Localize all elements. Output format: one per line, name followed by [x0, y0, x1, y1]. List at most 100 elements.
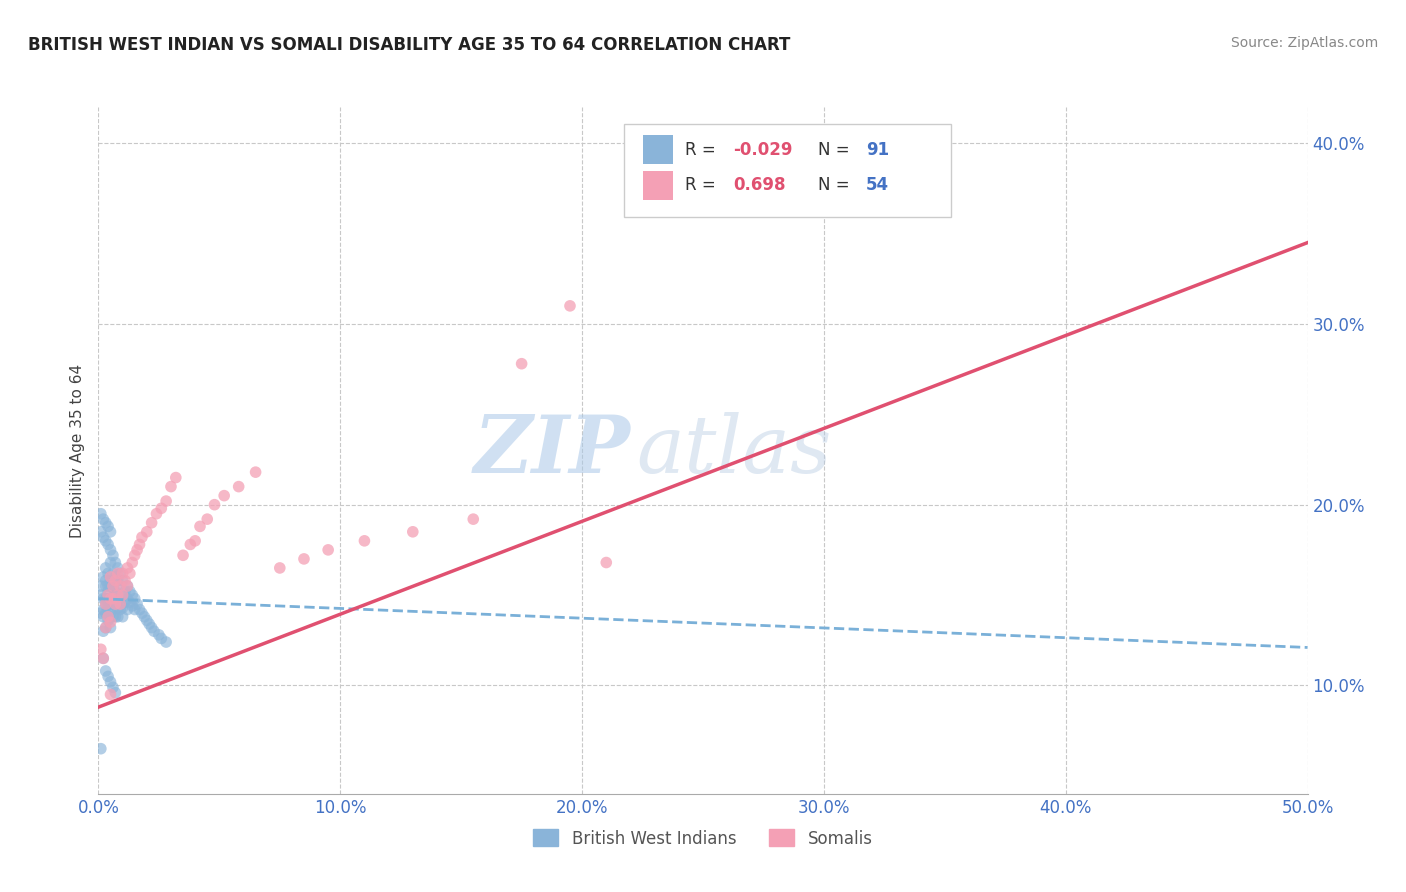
- Point: [124, 549, 146, 563]
- Point: [91, 624, 114, 639]
- Point: [97, 609, 120, 624]
- Point: [94, 621, 117, 635]
- Point: [91, 602, 114, 616]
- Point: [101, 579, 124, 593]
- Point: [94, 597, 117, 611]
- Point: [165, 470, 187, 484]
- Point: [100, 542, 122, 557]
- Point: [107, 588, 129, 602]
- Point: [134, 609, 156, 624]
- Point: [94, 516, 117, 530]
- Point: [558, 299, 581, 313]
- Point: [101, 549, 124, 563]
- Point: [97, 537, 120, 551]
- Point: [184, 533, 207, 548]
- Point: [91, 651, 114, 665]
- Point: [141, 621, 163, 635]
- Point: [108, 591, 131, 606]
- Point: [94, 533, 117, 548]
- Text: -0.029: -0.029: [734, 141, 793, 159]
- Point: [97, 584, 120, 599]
- Point: [100, 606, 122, 620]
- Point: [100, 556, 122, 570]
- Point: [128, 537, 150, 551]
- Point: [121, 556, 143, 570]
- Point: [94, 579, 117, 593]
- Point: [463, 512, 485, 526]
- Point: [353, 533, 375, 548]
- Point: [111, 588, 134, 602]
- Point: [104, 570, 127, 584]
- Text: BRITISH WEST INDIAN VS SOMALI DISABILITY AGE 35 TO 64 CORRELATION CHART: BRITISH WEST INDIAN VS SOMALI DISABILITY…: [28, 36, 790, 54]
- Point: [195, 512, 218, 526]
- Point: [94, 621, 117, 635]
- Point: [292, 552, 315, 566]
- Point: [100, 591, 122, 606]
- Point: [107, 566, 129, 581]
- Point: [100, 574, 122, 588]
- Point: [124, 602, 146, 616]
- Point: [172, 549, 194, 563]
- Point: [188, 519, 211, 533]
- Point: [100, 570, 122, 584]
- Text: atlas: atlas: [637, 412, 832, 489]
- Point: [100, 524, 122, 539]
- Point: [245, 465, 267, 479]
- Point: [90, 507, 112, 521]
- Point: [117, 579, 139, 593]
- Point: [101, 566, 124, 581]
- Point: [138, 617, 160, 632]
- Point: [155, 494, 177, 508]
- Point: [104, 597, 127, 611]
- Point: [91, 651, 114, 665]
- Point: [94, 574, 117, 588]
- Point: [155, 635, 177, 649]
- Point: [107, 561, 129, 575]
- Point: [128, 602, 150, 616]
- Point: [100, 688, 122, 702]
- Point: [97, 600, 120, 615]
- Text: R =: R =: [685, 177, 721, 194]
- Text: 54: 54: [866, 177, 890, 194]
- Point: [131, 530, 153, 544]
- Point: [108, 566, 131, 581]
- Point: [101, 591, 124, 606]
- Point: [117, 579, 139, 593]
- Point: [111, 588, 134, 602]
- Point: [90, 606, 112, 620]
- Point: [104, 584, 127, 599]
- Point: [108, 597, 131, 611]
- Point: [179, 537, 201, 551]
- Point: [94, 591, 117, 606]
- Point: [100, 597, 122, 611]
- Text: ZIP: ZIP: [474, 412, 630, 489]
- Point: [316, 542, 339, 557]
- Point: [143, 624, 166, 639]
- Point: [160, 480, 183, 494]
- Point: [101, 581, 124, 595]
- Point: [127, 542, 149, 557]
- Point: [135, 613, 157, 627]
- Text: N =: N =: [818, 177, 855, 194]
- Point: [510, 357, 533, 371]
- Point: [101, 609, 124, 624]
- Point: [117, 561, 139, 575]
- Bar: [643, 136, 673, 164]
- Text: 0.698: 0.698: [734, 177, 786, 194]
- Point: [100, 591, 122, 606]
- Point: [101, 579, 124, 593]
- Point: [131, 606, 153, 620]
- Bar: [643, 171, 673, 200]
- Point: [94, 597, 117, 611]
- Text: R =: R =: [685, 141, 721, 159]
- Point: [91, 609, 114, 624]
- Point: [107, 588, 129, 602]
- Point: [108, 579, 131, 593]
- Point: [90, 524, 112, 539]
- Point: [104, 609, 127, 624]
- Point: [114, 595, 136, 609]
- Point: [91, 530, 114, 544]
- Point: [94, 606, 117, 620]
- Point: [145, 507, 167, 521]
- Point: [101, 595, 124, 609]
